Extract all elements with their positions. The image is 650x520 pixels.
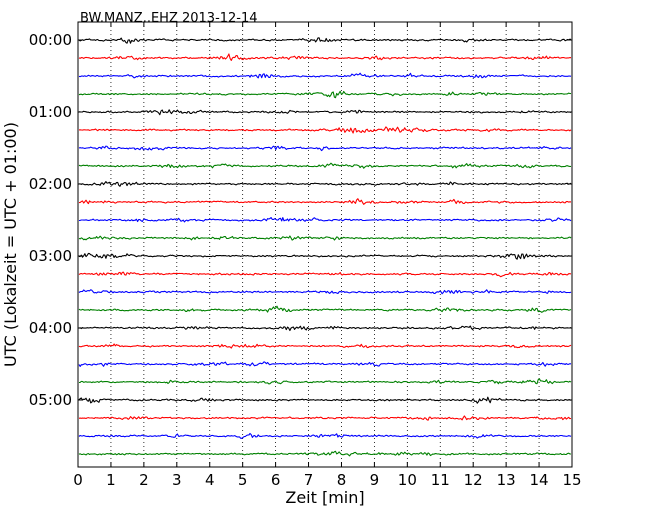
trace-0230: [78, 217, 572, 223]
x-tick-label: 14: [530, 471, 549, 489]
trace-0400: [78, 325, 572, 332]
trace-0315: [78, 271, 572, 278]
x-tick-label: 4: [205, 471, 215, 489]
trace-0500: [78, 396, 572, 404]
x-tick-label: 3: [172, 471, 182, 489]
trace-0300: [78, 252, 571, 260]
x-tick-label: 9: [370, 471, 380, 489]
y-tick-label: 04:00: [29, 319, 72, 337]
x-tick-label: 1: [106, 471, 116, 489]
trace-0245: [78, 235, 572, 241]
trace-0545: [78, 450, 572, 457]
x-tick-label: 2: [139, 471, 149, 489]
x-axis-label: Zeit [min]: [285, 488, 364, 507]
x-tick-label: 5: [238, 471, 248, 489]
trace-0430: [78, 361, 572, 367]
trace-0345: [78, 305, 572, 313]
trace-0130: [78, 145, 572, 152]
plot-frame: [77, 21, 573, 468]
y-tick-label: 01:00: [29, 103, 72, 121]
trace-0000: [78, 37, 572, 44]
y-axis: 00:00 01:00 02:00 03:00 04:00 05:00: [29, 31, 572, 409]
trace-0200: [79, 181, 572, 187]
trace-0445: [78, 378, 572, 385]
y-axis-label: UTC (Lokalzeit = UTC + 01:00): [1, 122, 20, 367]
trace-0415: [78, 343, 572, 349]
x-tick-label: 13: [497, 471, 516, 489]
y-tick-label: 05:00: [29, 391, 72, 409]
trace-0015: [78, 53, 572, 61]
trace-0215: [78, 198, 572, 205]
x-tick-label: 10: [398, 471, 417, 489]
x-tick-label: 7: [304, 471, 314, 489]
x-tick-label: 15: [562, 471, 581, 489]
trace-0045: [78, 90, 572, 99]
y-tick-label: 03:00: [29, 247, 72, 265]
trace-0115: [78, 126, 572, 134]
trace-0515: [78, 415, 572, 421]
x-tick-label: 0: [73, 471, 83, 489]
trace-0030: [78, 72, 572, 79]
trace-0330: [78, 289, 572, 295]
x-tick-label: 12: [464, 471, 483, 489]
trace-0145: [78, 162, 572, 169]
x-tick-label: 8: [337, 471, 347, 489]
x-tick-label: 11: [431, 471, 450, 489]
trace-0530: [78, 432, 572, 439]
y-tick-label: 02:00: [29, 175, 72, 193]
trace-0100: [78, 109, 572, 116]
y-tick-label: 00:00: [29, 31, 72, 49]
x-axis: 0 1 2 3 4 5 6 7 8 9 10 11 12 13 14 15: [73, 22, 582, 489]
x-tick-label: 6: [271, 471, 281, 489]
seismogram-traces: [78, 37, 572, 457]
